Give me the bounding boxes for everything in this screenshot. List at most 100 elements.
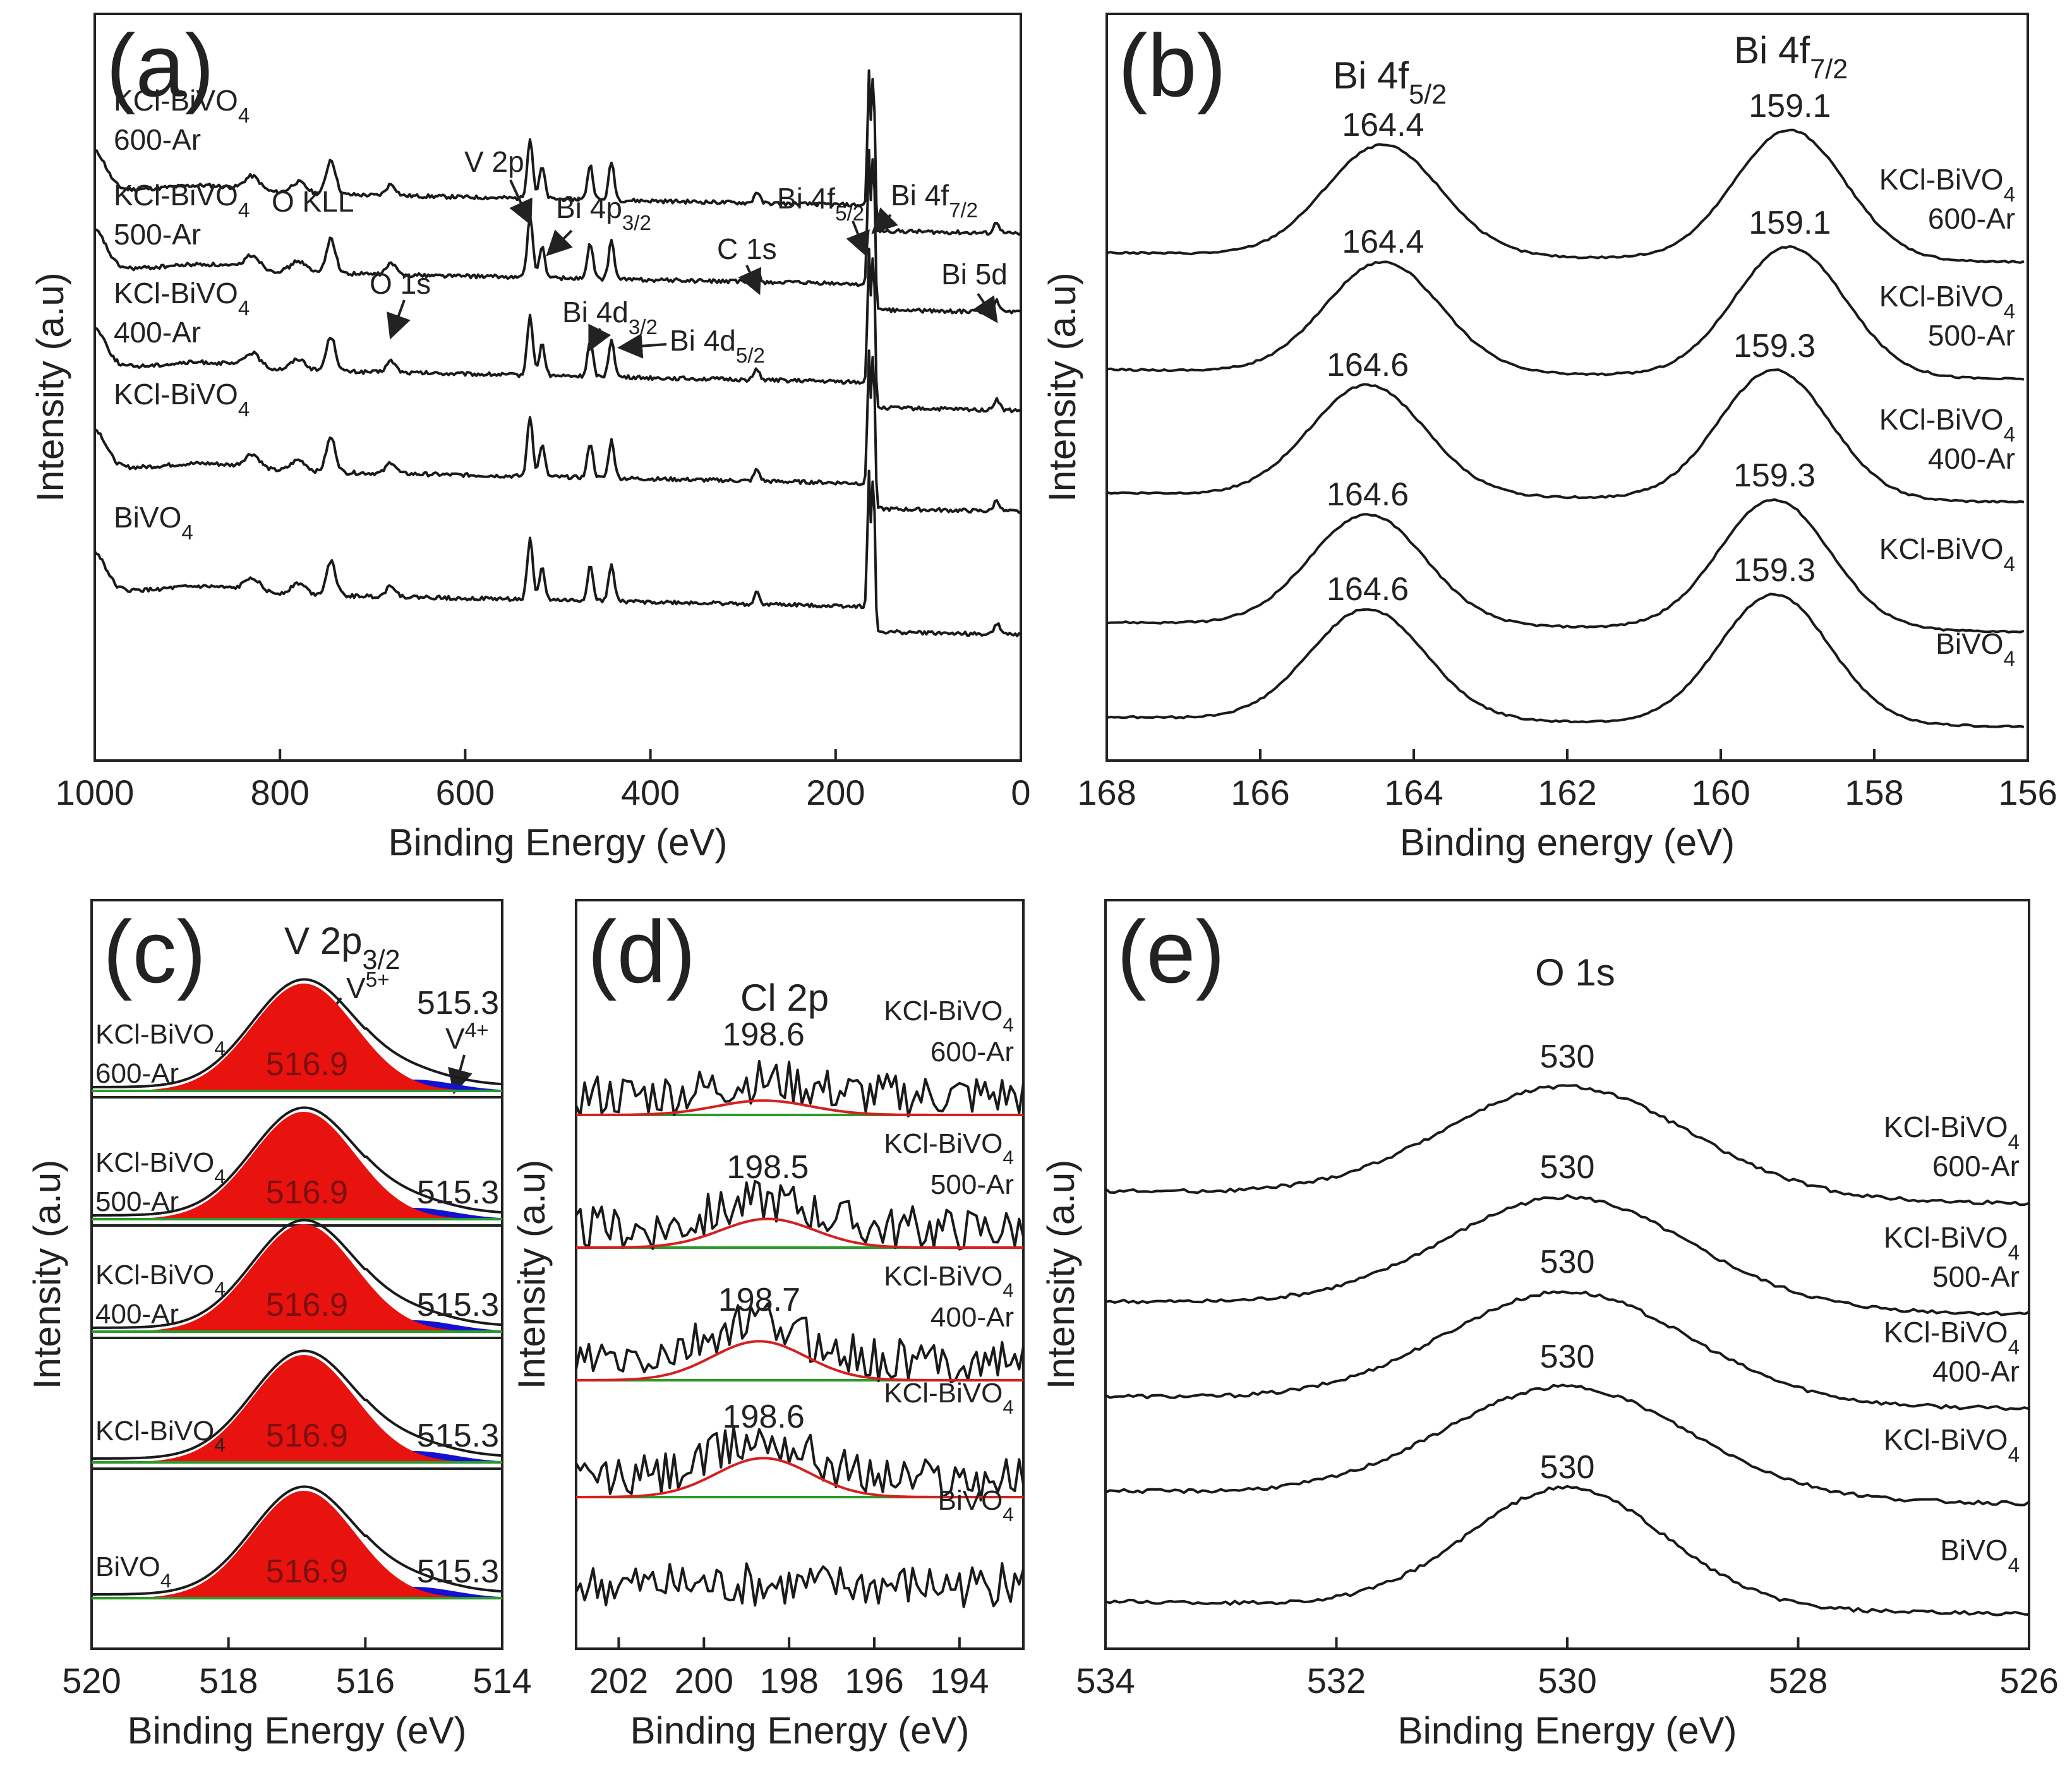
x-tick-label: 200 [675,1661,733,1701]
spectrum-line [1105,1484,2030,1616]
series-label: KCl-BiVO4 [884,1261,1014,1301]
series-label: 500-Ar [95,1186,179,1217]
annotation-arrow [738,265,762,296]
y-axis-label: Intensity (a.u) [1040,1160,1082,1390]
v5-value: 516.9 [266,1287,348,1323]
peak-value: 164.6 [1327,571,1409,608]
y-axis-label: Intensity (a.u) [1041,272,1083,502]
panel-label: (e) [1117,902,1225,1001]
x-tick-label: 156 [1998,773,2057,812]
annotation-arrow [448,1054,473,1095]
x-tick-label: 166 [1231,773,1289,812]
spectrum-line [1104,1084,2030,1207]
annotation-arrow [509,179,533,226]
peak-value: 530 [1540,1244,1595,1280]
x-tick-label: 534 [1076,1661,1135,1701]
component-label: V4+ [445,1019,488,1056]
series-label: 600-Ar [1928,202,2015,235]
v5-area [92,1112,502,1219]
x-tick-label: 200 [806,773,865,812]
panel-d-frame [575,899,1025,1650]
v5-area [92,1491,502,1598]
fit-line [576,1457,1023,1498]
component-label: V5+ [346,968,389,1005]
spectrum-line [575,1179,1025,1251]
spectrum-line [575,1060,1025,1117]
annotation-arrow [973,292,998,323]
spectrum-line [575,1426,1025,1502]
peak-annotation: C 1s [717,232,777,265]
panel-e: 534 532 530 528 526 Binding Energy (eV) Intens… [1040,899,2059,1752]
peak-header: V 2p3/2 [284,920,401,975]
panel-b-frame [1105,13,2029,762]
peak-value: 530 [1540,1039,1595,1075]
peak-value: 198.6 [723,1016,805,1053]
spectrum-line [94,248,1022,414]
panel-label: (b) [1118,16,1226,115]
y-axis-label: Intensity (a.u) [510,1160,553,1390]
series-label: KCl-BiVO4 [1884,1111,2020,1154]
peak-annotation: Bi 4f5/2 [777,182,864,226]
peak-annotation: Bi 4d5/2 [670,324,765,368]
peak-value: 530 [1540,1339,1595,1375]
peak-value: 164.4 [1342,107,1424,143]
v5-area [92,1355,502,1462]
spectrum-line [94,349,1022,514]
spectrum-line [93,469,1021,637]
series-label: 500-Ar [1932,1260,2020,1293]
v5-value: 516.9 [266,1553,348,1590]
peak-value: 164.4 [1342,224,1424,260]
spectrum-line [1105,1383,2030,1507]
series-label: BiVO4 [1936,627,2015,671]
series-label: KCl-BiVO4 [1884,1316,2020,1359]
x-tick-label: 168 [1077,773,1136,812]
panel-label: (d) [587,902,696,1001]
spectrum-line [92,978,503,1088]
peak-value: 164.6 [1327,347,1409,383]
series-label: 500-Ar [1928,319,2015,352]
x-tick-label: 530 [1538,1661,1596,1701]
panel-b: 168 166 164 162 160 158 156 Binding energy (eV)… [1041,13,2057,864]
x-tick-label: 600 [436,773,495,812]
x-tick-label: 532 [1307,1661,1366,1701]
series-label: 600-Ar [1932,1150,2020,1183]
peak-annotation: O 1s [370,267,431,300]
series-label: 600-Ar [114,123,201,156]
series-label: KCl-BiVO4 [95,1260,226,1300]
spectrum-line [1106,245,2025,381]
series-label: KCl-BiVO4 [114,378,250,421]
x-tick-label: 0 [1011,773,1030,812]
panel-a: 1000 800 600 400 200 0 Binding Energy (eV) Inte… [29,13,1031,864]
peak-header: Cl 2p [740,977,829,1019]
x-axis-label: Binding Energy (eV) [388,821,728,864]
v4-value: 515.3 [417,985,499,1021]
panel-label: (c) [103,902,206,1001]
panel-c-frame [90,899,503,1650]
v4-value: 515.3 [417,1553,499,1590]
peak-value: 159.3 [1733,328,1816,364]
spectrum-line [575,1302,1025,1383]
v5-value: 516.9 [266,1418,348,1454]
series-label: BiVO4 [114,501,193,545]
spectrum-line [1105,1290,2030,1411]
x-axis-label: Binding energy (eV) [1400,821,1735,864]
x-tick-label: 520 [62,1661,121,1701]
spectrum-line [92,1485,503,1596]
spectrum-line [92,1349,503,1460]
series-label: 400-Ar [1932,1355,2020,1388]
peak-annotation: O KLL [272,185,354,218]
x-tick-label: 514 [473,1661,531,1701]
peak-value: 159.3 [1733,552,1816,589]
spectrum-line [1106,368,2025,504]
series-label: 500-Ar [114,218,201,251]
x-tick-label: 800 [250,773,309,812]
series-label: 400-Ar [114,316,201,349]
peak-value: 159.1 [1749,88,1831,124]
series-label: KCl-BiVO4 [1879,163,2015,207]
peak-value: 530 [1540,1449,1595,1486]
v5-value: 516.9 [266,1174,348,1211]
series-label: KCl-BiVO4 [884,1128,1014,1169]
v4-value: 515.3 [417,1174,499,1211]
peak-header: Bi 4f5/2 [1333,54,1447,110]
